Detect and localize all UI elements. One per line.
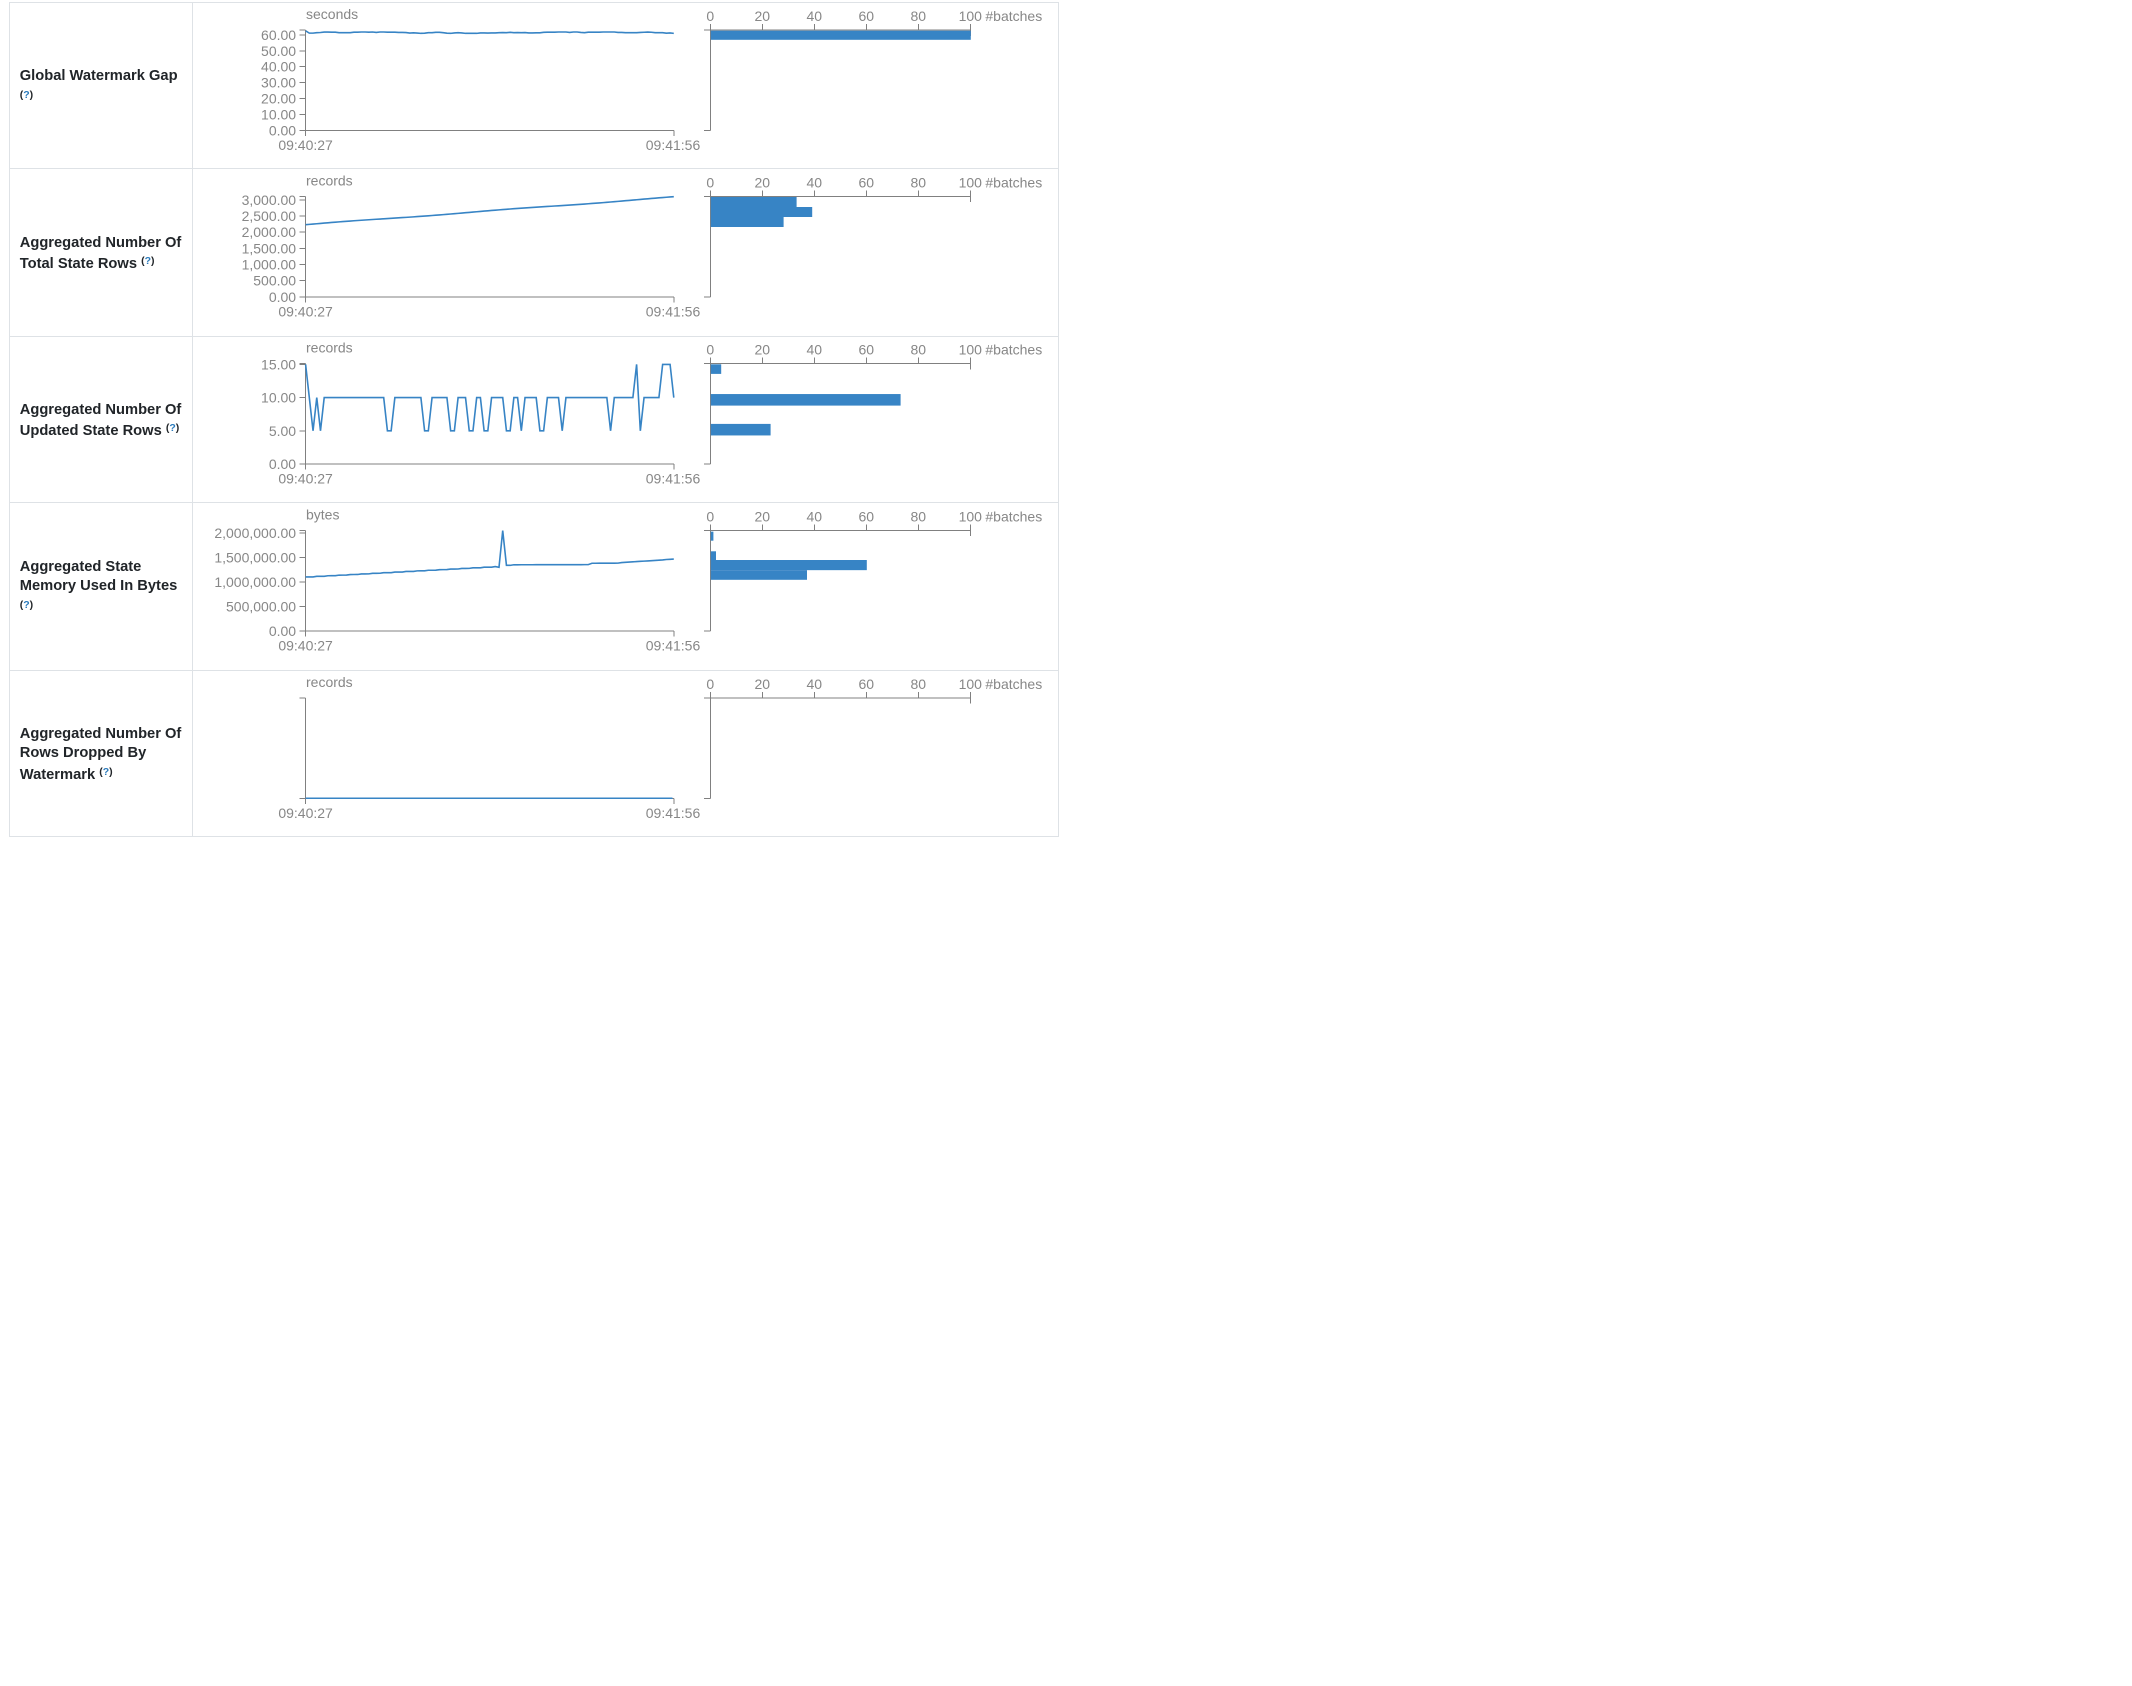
svg-text:2,000,000.00: 2,000,000.00	[214, 525, 296, 541]
svg-text:40: 40	[807, 508, 823, 524]
svg-text:3,000.00: 3,000.00	[242, 192, 297, 208]
svg-text:1,000.00: 1,000.00	[242, 256, 297, 272]
svg-text:0.00: 0.00	[269, 456, 296, 472]
svg-text:60: 60	[859, 8, 875, 24]
svg-text:0.00: 0.00	[269, 289, 296, 305]
svg-text:09:40:27: 09:40:27	[278, 303, 333, 319]
svg-text:100: 100	[959, 676, 983, 692]
svg-text:#batches: #batches	[985, 676, 1042, 692]
svg-text:15.00: 15.00	[261, 356, 296, 372]
svg-text:40.00: 40.00	[261, 59, 296, 75]
svg-text:records: records	[306, 340, 353, 356]
svg-text:1,500,000.00: 1,500,000.00	[214, 550, 296, 566]
svg-text:09:40:27: 09:40:27	[278, 805, 333, 821]
svg-text:0: 0	[706, 676, 714, 692]
svg-text:40: 40	[807, 8, 823, 24]
svg-text:60: 60	[859, 342, 875, 358]
svg-text:#batches: #batches	[985, 508, 1042, 524]
svg-text:records: records	[306, 674, 353, 690]
svg-text:0: 0	[706, 508, 714, 524]
svg-text:2,000.00: 2,000.00	[242, 224, 297, 240]
svg-text:20: 20	[755, 342, 771, 358]
svg-text:09:41:56: 09:41:56	[646, 471, 701, 487]
svg-text:60: 60	[859, 676, 875, 692]
svg-text:#batches: #batches	[985, 174, 1042, 190]
svg-text:1,500.00: 1,500.00	[242, 240, 297, 256]
svg-text:20.00: 20.00	[261, 91, 296, 107]
svg-text:5.00: 5.00	[269, 423, 296, 439]
svg-text:60.00: 60.00	[261, 27, 296, 43]
svg-text:09:40:27: 09:40:27	[278, 471, 333, 487]
svg-text:09:41:56: 09:41:56	[646, 805, 701, 821]
svg-text:20: 20	[755, 174, 771, 190]
svg-text:20: 20	[755, 8, 771, 24]
svg-text:40: 40	[807, 676, 823, 692]
svg-text:50.00: 50.00	[261, 43, 296, 59]
svg-text:0: 0	[706, 342, 714, 358]
svg-text:20: 20	[755, 508, 771, 524]
svg-text:records: records	[306, 172, 353, 188]
svg-text:80: 80	[911, 508, 927, 524]
svg-text:09:40:27: 09:40:27	[278, 137, 333, 153]
svg-text:10.00: 10.00	[261, 107, 296, 123]
svg-text:#batches: #batches	[985, 8, 1042, 24]
svg-text:0.00: 0.00	[269, 123, 296, 139]
svg-text:seconds: seconds	[306, 6, 358, 22]
svg-text:0: 0	[706, 8, 714, 24]
svg-text:09:41:56: 09:41:56	[646, 137, 701, 153]
svg-text:2,500.00: 2,500.00	[242, 208, 297, 224]
svg-text:500,000.00: 500,000.00	[226, 598, 296, 614]
svg-text:0: 0	[706, 174, 714, 190]
svg-text:500.00: 500.00	[253, 273, 296, 289]
svg-text:20: 20	[755, 676, 771, 692]
svg-text:09:41:56: 09:41:56	[646, 637, 701, 653]
svg-text:40: 40	[807, 342, 823, 358]
svg-text:40: 40	[807, 174, 823, 190]
svg-text:1,000,000.00: 1,000,000.00	[214, 574, 296, 590]
svg-text:80: 80	[911, 8, 927, 24]
svg-text:80: 80	[911, 676, 927, 692]
svg-text:80: 80	[911, 174, 927, 190]
svg-text:100: 100	[959, 174, 983, 190]
svg-text:80: 80	[911, 342, 927, 358]
svg-text:30.00: 30.00	[261, 75, 296, 91]
svg-text:60: 60	[859, 508, 875, 524]
svg-text:100: 100	[959, 342, 983, 358]
svg-text:10.00: 10.00	[261, 390, 296, 406]
svg-text:60: 60	[859, 174, 875, 190]
svg-text:100: 100	[959, 8, 983, 24]
svg-text:0.00: 0.00	[269, 623, 296, 639]
svg-text:100: 100	[959, 508, 983, 524]
svg-text:#batches: #batches	[985, 342, 1042, 358]
svg-text:09:40:27: 09:40:27	[278, 637, 333, 653]
svg-text:09:41:56: 09:41:56	[646, 303, 701, 319]
svg-text:bytes: bytes	[306, 506, 339, 522]
